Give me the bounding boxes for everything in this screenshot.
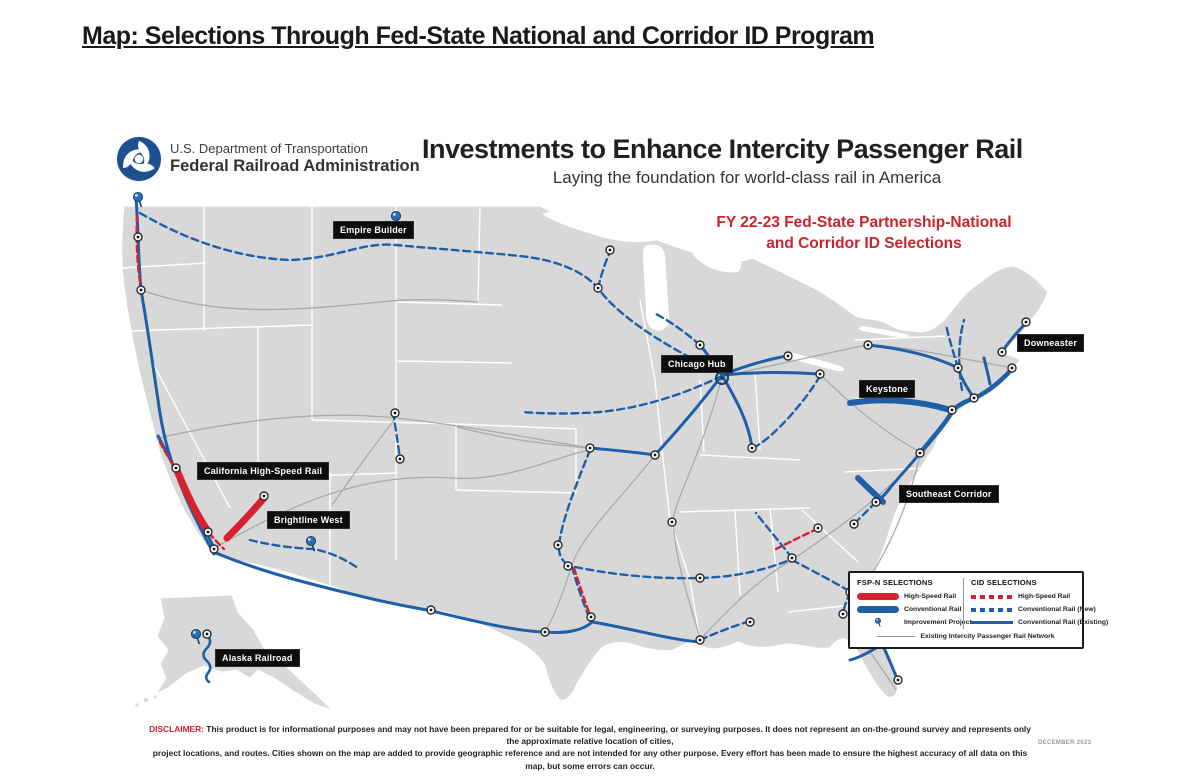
label-keystone: Keystone	[859, 380, 916, 398]
fy-heading-line2: and Corridor ID Selections	[766, 234, 962, 252]
existing-network-label: Existing Intercity Passenger Rail Networ…	[920, 633, 1055, 640]
fspn-high-speed-lines	[172, 464, 268, 542]
map-header: Investments to Enhance Intercity Passeng…	[422, 134, 1072, 188]
agency-line1: U.S. Department of Transportation	[170, 141, 368, 156]
existing-network-swatch	[877, 635, 916, 638]
alaska-railroad-line	[202, 632, 212, 684]
fy-heading-line1: FY 22-23 Fed-State Partnership-National	[716, 214, 1012, 231]
disclaimer: DISCLAIMER: This product is for informat…	[148, 723, 1032, 772]
cid-conventional-existing-swatch	[971, 620, 1013, 625]
cid-conventional-new-label: Conventional Rail (New)	[1018, 606, 1096, 613]
map-subtitle: Laying the foundation for world-class ra…	[552, 168, 942, 187]
aleutian-islands	[135, 695, 157, 707]
agency-line2: Federal Railroad Administration	[170, 156, 420, 175]
cid-conventional-existing-label: Conventional Rail (Existing)	[1018, 619, 1109, 626]
cid-high-speed-swatch	[971, 594, 1013, 599]
fspn-conventional-label: Conventional Rail	[904, 606, 962, 613]
state-borders	[121, 206, 946, 641]
label-southeast-corridor: Southeast Corridor	[899, 485, 999, 503]
fspn-high-speed-swatch	[857, 593, 899, 600]
label-downeaster: Downeaster	[1017, 334, 1085, 352]
fspn-conventional-swatch	[857, 606, 899, 613]
legend-fspn-title: FSP-N SELECTIONS	[857, 578, 933, 587]
great-lakes	[542, 207, 910, 372]
label-empire-builder: Empire Builder	[333, 221, 414, 239]
fspn-high-speed-label: High-Speed Rail	[904, 593, 957, 600]
disclaimer-line2: project locations, and routes. Cities sh…	[152, 748, 1028, 771]
label-chicago-hub: Chicago Hub	[661, 355, 733, 373]
map-title: Investments to Enhance Intercity Passeng…	[422, 134, 1023, 164]
disclaimer-label: DISCLAIMER:	[149, 724, 204, 734]
fspn-conventional-lines	[847, 397, 953, 505]
legend-cid-title: CID SELECTIONS	[971, 578, 1037, 587]
cid-high-speed-lines	[135, 214, 819, 617]
cid-high-speed-label: High-Speed Rail	[1018, 593, 1071, 600]
improvement-project-label: Improvement Project	[904, 619, 972, 626]
map-legend: FSP-N SELECTIONS High-Speed Rail Convent…	[848, 571, 1108, 649]
northeast-corridor-line	[917, 366, 1015, 456]
map-date: DECEMBER 2023	[1038, 740, 1092, 746]
label-california-high-speed-rail: California High-Speed Rail	[197, 462, 330, 480]
label-brightline-west: Brightline West	[267, 511, 350, 529]
agency-name: U.S. Department of Transportation Federa…	[170, 141, 420, 176]
improvement-project-pin-icon	[857, 616, 899, 629]
pin-seattle-icon	[132, 191, 144, 208]
page-title: Map: Selections Through Fed-State Nation…	[82, 22, 875, 50]
usdot-logo-icon	[116, 136, 162, 182]
cid-conventional-new-swatch	[971, 607, 1013, 612]
label-alaska-railroad: Alaska Railroad	[215, 649, 300, 667]
disclaimer-line1: This product is for informational purpos…	[206, 724, 1031, 747]
fy-selections-heading: FY 22-23 Fed-State Partnership-National …	[688, 213, 1040, 255]
